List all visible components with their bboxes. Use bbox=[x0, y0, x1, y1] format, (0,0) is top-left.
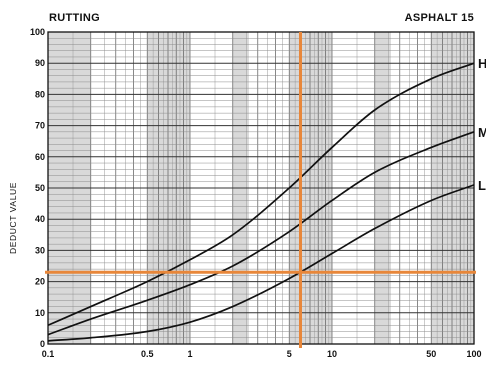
y-tick-label-0: 0 bbox=[40, 339, 45, 349]
series-label-l: L bbox=[478, 178, 486, 193]
y-tick-label-80: 80 bbox=[35, 89, 45, 99]
curve-l bbox=[47, 184, 475, 342]
x-tick-label-10: 10 bbox=[327, 349, 337, 359]
y-tick-label-90: 90 bbox=[35, 58, 45, 68]
x-tick-label-5: 5 bbox=[287, 349, 292, 359]
y-axis-label: DEDUCT VALUE bbox=[8, 182, 18, 254]
x-tick-label-1: 1 bbox=[187, 349, 192, 359]
chart-grid bbox=[48, 32, 474, 344]
chart-title-right: ASPHALT 15 bbox=[405, 12, 474, 24]
y-tick-label-10: 10 bbox=[35, 308, 45, 318]
x-tick-label-0.5: 0.5 bbox=[141, 349, 154, 359]
curve-m bbox=[47, 131, 475, 336]
x-tick-label-0.1: 0.1 bbox=[42, 349, 55, 359]
y-tick-label-40: 40 bbox=[35, 214, 45, 224]
plot-frame bbox=[47, 31, 475, 345]
series-label-h: H bbox=[478, 56, 486, 71]
y-tick-label-50: 50 bbox=[35, 183, 45, 193]
x-tick-label-50: 50 bbox=[426, 349, 436, 359]
y-tick-label-70: 70 bbox=[35, 121, 45, 131]
curve-h bbox=[47, 62, 475, 327]
tick-labels: 0 10 20 30 40 50 60 70 80 90 100 0.1 0.5 1 5 10 50 100 H M L bbox=[30, 27, 486, 359]
y-tick-label-20: 20 bbox=[35, 277, 45, 287]
y-tick-label-60: 60 bbox=[35, 152, 45, 162]
reference-lines bbox=[45, 32, 476, 348]
chart-title-left: RUTTING bbox=[49, 12, 100, 24]
x-tick-label-100: 100 bbox=[466, 349, 481, 359]
y-tick-label-30: 30 bbox=[35, 245, 45, 255]
curves bbox=[47, 62, 475, 342]
series-label-m: M bbox=[478, 125, 486, 140]
y-tick-label-100: 100 bbox=[30, 27, 45, 37]
